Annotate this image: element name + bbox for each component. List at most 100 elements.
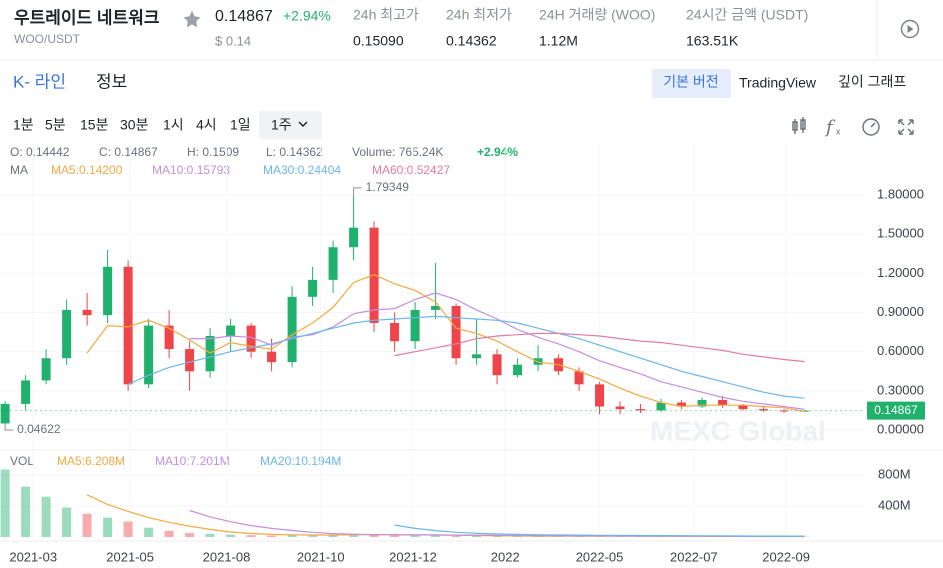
play-button[interactable] — [900, 19, 920, 39]
volume-bar — [267, 535, 277, 538]
pair-name: 우트레이드 네트워크 — [14, 8, 160, 27]
ma-line — [189, 509, 805, 537]
candle-body — [185, 349, 195, 372]
legend-item: MA5:6.208M — [57, 454, 125, 468]
interval[interactable]: 1주 — [271, 117, 292, 133]
volume-bar — [82, 513, 92, 538]
candle-body — [615, 406, 625, 410]
legend-item: MA60:0.52427 — [372, 163, 450, 177]
candle-body — [492, 354, 502, 376]
candle-body — [779, 410, 789, 412]
interval[interactable]: 1일 — [230, 117, 251, 133]
volume-bar — [287, 534, 297, 538]
price: 0.14867 — [215, 8, 273, 25]
x-tick-label: 2021-03 — [9, 549, 57, 564]
volume-bar — [431, 535, 441, 538]
tab-active[interactable]: K- 라인 — [13, 72, 66, 91]
legend-item: MA5:0.14200 — [51, 163, 123, 177]
x-tick-label: 2021-05 — [106, 549, 154, 564]
last-price-tag — [867, 401, 925, 420]
candle-body — [0, 403, 10, 424]
y-tick-label: 400M — [878, 497, 911, 512]
stat-label: 24시간 금액 (USDT) — [686, 7, 808, 23]
price-change: +2.94% — [283, 8, 331, 24]
candle-body — [103, 266, 113, 316]
stat-value: 163.51K — [686, 33, 739, 49]
stat-label: 24h 최고가 — [353, 7, 419, 23]
volume-bar — [369, 534, 379, 538]
candle-body — [390, 322, 400, 342]
candle-body — [267, 351, 277, 363]
candle-body — [656, 402, 666, 411]
svg-text:x: x — [836, 126, 841, 136]
x-tick-label: 2021-12 — [389, 549, 437, 564]
candle-body — [62, 309, 72, 359]
ohlc-info: O: 0.14442 — [10, 145, 70, 159]
legend-item: MA10:7.201M — [155, 454, 230, 468]
favorite-star[interactable] — [183, 11, 201, 28]
ma-line — [86, 274, 805, 413]
candle-body — [246, 325, 256, 352]
candle-body — [431, 305, 441, 310]
x-tick-label: 2021-10 — [297, 549, 345, 564]
candle-body — [472, 354, 482, 359]
interval[interactable]: 1분 — [13, 117, 34, 133]
y-tick-label: 0.30000 — [877, 382, 924, 397]
volume-bar — [246, 535, 256, 538]
candle-body — [451, 305, 461, 359]
candle-body — [574, 371, 584, 385]
view-tab[interactable]: 깊이 그래프 — [838, 74, 906, 90]
volume-bar — [472, 535, 482, 538]
interval-active-bg — [259, 111, 322, 139]
ohlc-info: L: 0.14362 — [266, 145, 323, 159]
stat-value: 0.14362 — [446, 33, 497, 49]
legend-item: MA30:0.24404 — [263, 163, 341, 177]
candle-body — [718, 399, 728, 406]
legend-item: MA10:0.15793 — [152, 163, 230, 177]
candle-body — [697, 399, 707, 407]
volume-bar — [103, 517, 113, 538]
interval[interactable]: 30분 — [120, 117, 149, 133]
chevron — [298, 121, 308, 128]
view-tab[interactable]: TradingView — [739, 75, 817, 91]
ohlc-info: C: 0.14867 — [99, 145, 158, 159]
candle-body — [410, 309, 420, 342]
candle-body — [226, 325, 236, 337]
volume-bar — [390, 535, 400, 538]
stat-label: 24H 거래량 (WOO) — [539, 7, 655, 23]
ohlc-info: H: 0.1509 — [187, 145, 239, 159]
interval[interactable]: 15분 — [80, 117, 109, 133]
x-tick-label: 2021-08 — [203, 549, 251, 564]
volume-bar — [21, 486, 31, 538]
interval[interactable]: 5분 — [45, 117, 66, 133]
volume-bar — [451, 535, 461, 538]
ohlc-info: +2.94% — [477, 145, 518, 159]
ma-line — [86, 494, 805, 538]
pair-code: WOO/USDT — [14, 32, 81, 46]
stat-value: 1.12M — [539, 33, 578, 49]
interval[interactable]: 1시 — [163, 117, 184, 133]
volume-bar — [0, 469, 10, 538]
ma-line — [189, 292, 805, 410]
y-tick-label: 1.20000 — [877, 265, 924, 280]
y-tick-label: 0.00000 — [877, 421, 924, 436]
candle-body — [41, 358, 51, 381]
volume-bar — [349, 533, 359, 538]
volume-bar — [205, 533, 215, 538]
candle-body — [144, 325, 154, 385]
volume-bar — [513, 536, 523, 538]
y-tick-label: 0.60000 — [877, 343, 924, 358]
tab[interactable]: 정보 — [96, 72, 127, 91]
ma-line — [127, 315, 805, 399]
candle-body — [759, 409, 769, 411]
candle-body — [82, 309, 92, 316]
candle-body — [287, 296, 297, 363]
y-tick-label: 1.80000 — [877, 186, 924, 201]
view-tab-active[interactable]: 기본 버전 — [663, 74, 718, 90]
candle-body — [328, 247, 338, 280]
interval[interactable]: 4시 — [196, 117, 217, 133]
volume-bar — [164, 530, 174, 538]
volume-bar — [308, 535, 318, 538]
toolbar-icons[interactable]: f x — [792, 117, 914, 138]
